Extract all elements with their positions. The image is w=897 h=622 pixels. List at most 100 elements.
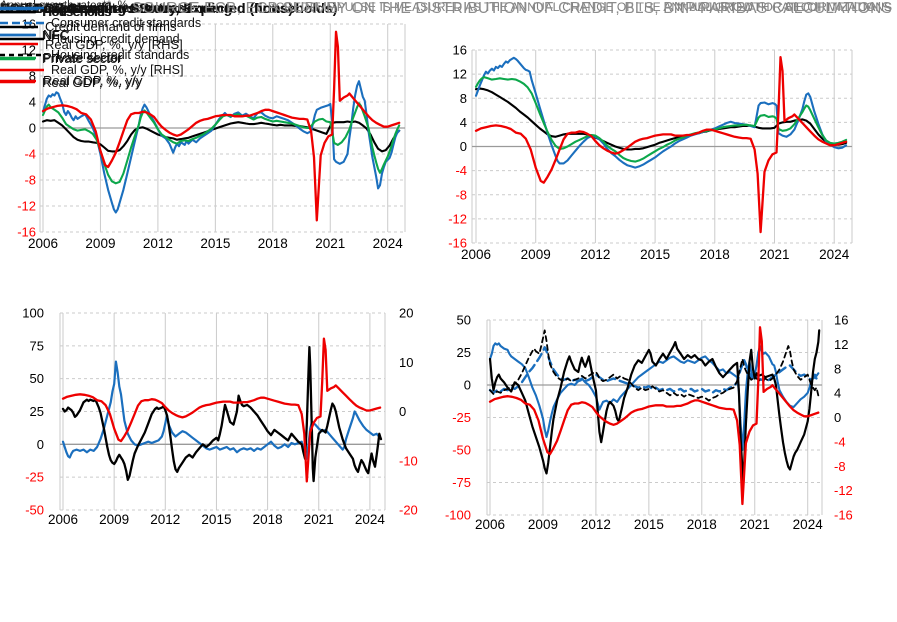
legend-gdp-vs-lending: Households NFC Private sector Real GDP, %, … xyxy=(0,0,141,94)
x-axis-tick-label: 2006 xyxy=(48,512,78,527)
x-axis-tick-label: 2015 xyxy=(201,512,231,527)
y-axis-tick-label: -4 xyxy=(24,147,36,162)
series-line-real-gdp-y-y-rhs- xyxy=(488,326,820,506)
legend-line-swatch xyxy=(0,34,35,37)
legend-line-swatch xyxy=(0,68,44,72)
series-line-real-gdp-y-y xyxy=(41,30,401,222)
right-axis-tick-label: -20 xyxy=(399,503,418,518)
legend-item: Real GDP, %, y/y [RHS] xyxy=(0,36,187,54)
legend-label: Private sector xyxy=(42,51,122,67)
x-axis-tick-label: 2021 xyxy=(759,247,789,262)
legend-item: Credit demand of firms xyxy=(0,18,187,36)
x-axis-tick-label: 2012 xyxy=(143,236,173,251)
series-line-nfc xyxy=(474,56,848,169)
right-axis-tick-label: 8 xyxy=(834,361,841,376)
footnote-credit-impulse: *CREDIT IMPULSE IS MEASURED AS THE ANNUA… xyxy=(271,0,892,14)
x-axis-tick-label: 2018 xyxy=(700,247,730,262)
x-axis-tick-label: 2024 xyxy=(373,236,404,251)
x-axis-tick-label: 2012 xyxy=(150,512,180,527)
legend-bls-households: Consumer credit demand Consumer credit st… xyxy=(0,0,201,78)
y-axis-tick-label: 16 xyxy=(453,43,467,58)
x-axis-tick-label: 2009 xyxy=(521,247,551,262)
y-axis-tick-label: 4 xyxy=(460,115,467,130)
legend-label: Housing credit demand xyxy=(51,31,180,46)
legend-item: NFC xyxy=(0,24,141,48)
legend-label: Households xyxy=(43,4,112,19)
legend-line-swatch xyxy=(0,37,44,41)
legend-item: Households xyxy=(0,0,141,24)
x-axis-tick-label: 2018 xyxy=(258,236,288,251)
series-line-households xyxy=(474,87,848,151)
series-line-real-gdp-y-y xyxy=(474,56,848,234)
legend-line-swatch xyxy=(0,25,38,28)
y-axis-tick-label: -12 xyxy=(448,211,467,226)
series-line-households xyxy=(41,119,401,153)
legend-item: Private sector xyxy=(0,46,142,69)
right-axis-tick-label: 0 xyxy=(834,410,841,425)
y-axis-tick-label: 8 xyxy=(460,91,467,106)
x-axis-tick-label: 2018 xyxy=(687,517,717,532)
series-line-housing-credit-standards xyxy=(489,329,820,402)
legend-line-swatch xyxy=(0,53,44,56)
x-axis-tick-label: 2024 xyxy=(819,247,850,262)
legend-line-swatch xyxy=(0,79,36,82)
series-line-housing-credit-demand xyxy=(488,329,821,488)
legend-label: NFC xyxy=(43,27,70,42)
right-axis-tick-label: -10 xyxy=(399,453,418,468)
legend-item: Real GDP, %, y/y xyxy=(0,69,142,92)
x-axis-tick-label: 2012 xyxy=(581,517,611,532)
right-axis-tick-label: 16 xyxy=(834,313,848,328)
x-axis-tick-label: 2006 xyxy=(475,517,505,532)
y-axis-tick-label: -100 xyxy=(445,508,471,523)
y-axis-tick-label: 50 xyxy=(457,313,471,328)
y-axis-tick-label: 25 xyxy=(30,404,44,419)
legend-label: Consumer credit standards xyxy=(51,16,202,31)
series-line-credit-demand-of-firms xyxy=(61,345,383,483)
y-axis-tick-label: -8 xyxy=(24,173,36,188)
legend-label: Credit standards to firms xyxy=(45,1,187,17)
x-axis-tick-label: 2021 xyxy=(315,236,345,251)
y-axis-tick-label: -16 xyxy=(17,225,36,240)
y-axis-tick-label: 25 xyxy=(457,345,471,360)
legend-item: Consumer credit demand xyxy=(0,0,201,16)
series-line-real-gdp-y-y-rhs- xyxy=(61,337,382,483)
legend-label: Private sector xyxy=(43,50,123,65)
x-axis-tick-label: 2015 xyxy=(640,247,670,262)
legend-item: Real GDP, %, y/y xyxy=(0,71,141,95)
x-axis-tick-label: 2021 xyxy=(304,512,334,527)
source-line: SOURCE ECB, ECB SURVEY ON THE DISTRIBUTI… xyxy=(132,0,892,17)
legend-line-swatch xyxy=(0,57,35,60)
right-axis-tick-label: -8 xyxy=(834,459,846,474)
legend-label: Real GDP, %, y/y [RHS] xyxy=(51,63,184,78)
legend-line-swatch xyxy=(0,6,44,9)
x-axis-tick-label: 2009 xyxy=(99,512,129,527)
chart-title-bls-households: ECB Bank Lending Survey, Expected (house… xyxy=(0,0,338,16)
y-axis-tick-label: 8 xyxy=(29,69,36,84)
x-axis-tick-label: 2009 xyxy=(528,517,558,532)
chart-title-bls-firms: ECB Bank Lending Survey, Expected (firms… xyxy=(0,0,294,16)
y-axis-tick-label: 50 xyxy=(30,371,44,386)
legend-label: Households xyxy=(42,4,111,20)
legend-label: Real GDP, %, y/y xyxy=(43,73,143,88)
legend-label: Credit demand of firms xyxy=(45,19,177,35)
legend-line-swatch xyxy=(0,10,35,13)
legend-label: NFC xyxy=(42,27,69,43)
series-line-nfc xyxy=(41,80,401,214)
legend-item: Real GDP, %, y/y [RHS] xyxy=(0,62,201,78)
right-axis-tick-label: -16 xyxy=(834,508,853,523)
legend-line-swatch xyxy=(0,43,38,46)
y-axis-tick-label: 0 xyxy=(29,121,36,136)
y-axis-tick-label: 100 xyxy=(22,306,44,321)
right-axis-tick-label: 12 xyxy=(834,337,848,352)
legend-label: Real GDP, %, y/y [RHS] xyxy=(45,36,183,52)
right-axis-tick-label: -12 xyxy=(834,483,853,498)
legend-item: Private sector xyxy=(0,47,141,71)
y-axis-tick-label: 0 xyxy=(37,437,44,452)
x-axis-tick-label: 2006 xyxy=(28,236,58,251)
x-axis-tick-label: 2015 xyxy=(634,517,664,532)
x-axis-tick-label: 2006 xyxy=(461,247,491,262)
right-axis-tick-label: 0 xyxy=(399,404,406,419)
series-line-consumer-credit-demand xyxy=(488,342,820,452)
